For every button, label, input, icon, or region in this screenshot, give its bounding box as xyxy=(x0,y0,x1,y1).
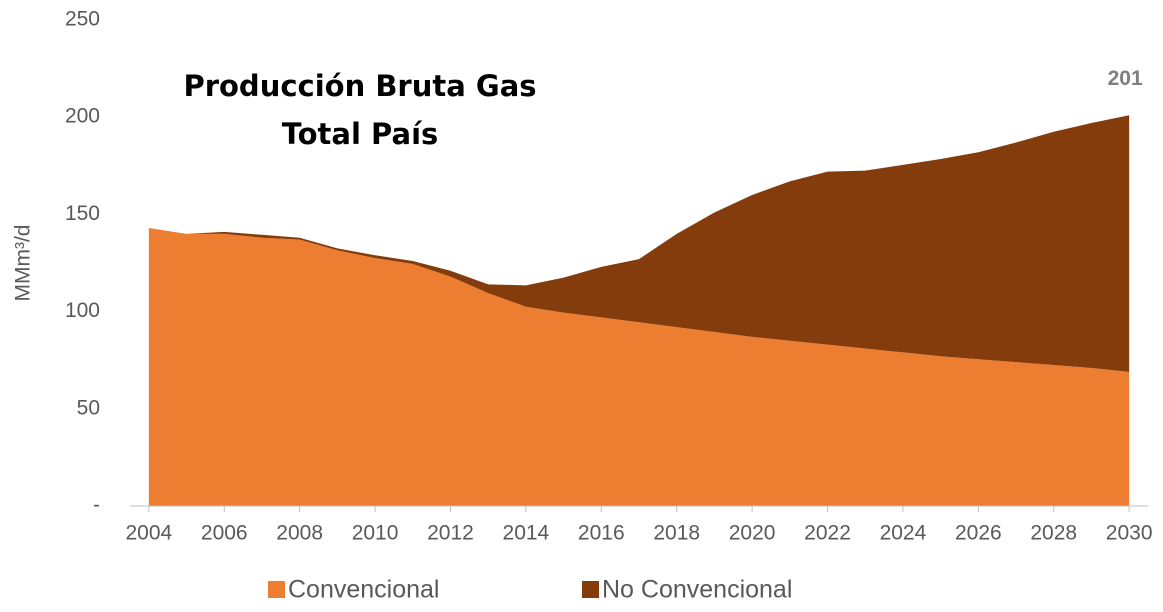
annotation: 201 xyxy=(1108,67,1143,90)
y-axis-label: MMm³/d xyxy=(12,225,35,302)
y-tick-label: 100 xyxy=(65,299,100,322)
x-tick-label: 2006 xyxy=(201,522,248,545)
area xyxy=(148,115,1130,372)
legend-label: Convencional xyxy=(288,576,440,604)
x-tick-label: 2008 xyxy=(276,522,323,545)
legend-label: No Convencional xyxy=(602,576,792,604)
x-tick-label: 2012 xyxy=(427,522,474,545)
legend-swatch xyxy=(582,581,599,598)
y-tick-label: 50 xyxy=(77,396,100,419)
x-tick-label: 2020 xyxy=(729,522,776,545)
chart-title: Total País xyxy=(282,117,439,151)
chart-title: Producción Bruta Gas xyxy=(183,69,536,103)
x-tick-label: 2018 xyxy=(653,522,700,545)
x-tick-label: 2030 xyxy=(1106,522,1153,545)
x-tick-label: 2010 xyxy=(352,522,399,545)
y-tick-label: 250 xyxy=(65,8,100,31)
area xyxy=(148,228,1130,506)
x-tick-label: 2022 xyxy=(804,522,851,545)
legend-swatch xyxy=(268,581,285,598)
x-tick-label: 2026 xyxy=(955,522,1002,545)
x-tick-label: 2024 xyxy=(880,522,927,545)
x-tick-label: 2014 xyxy=(503,522,550,545)
x-tick-label: 2016 xyxy=(578,522,625,545)
x-tick-label: 2028 xyxy=(1030,522,1077,545)
x-tick-label: 2004 xyxy=(125,522,172,545)
y-tick-label: - xyxy=(93,494,100,517)
y-tick-label: 150 xyxy=(65,202,100,225)
y-tick-label: 200 xyxy=(65,105,100,128)
